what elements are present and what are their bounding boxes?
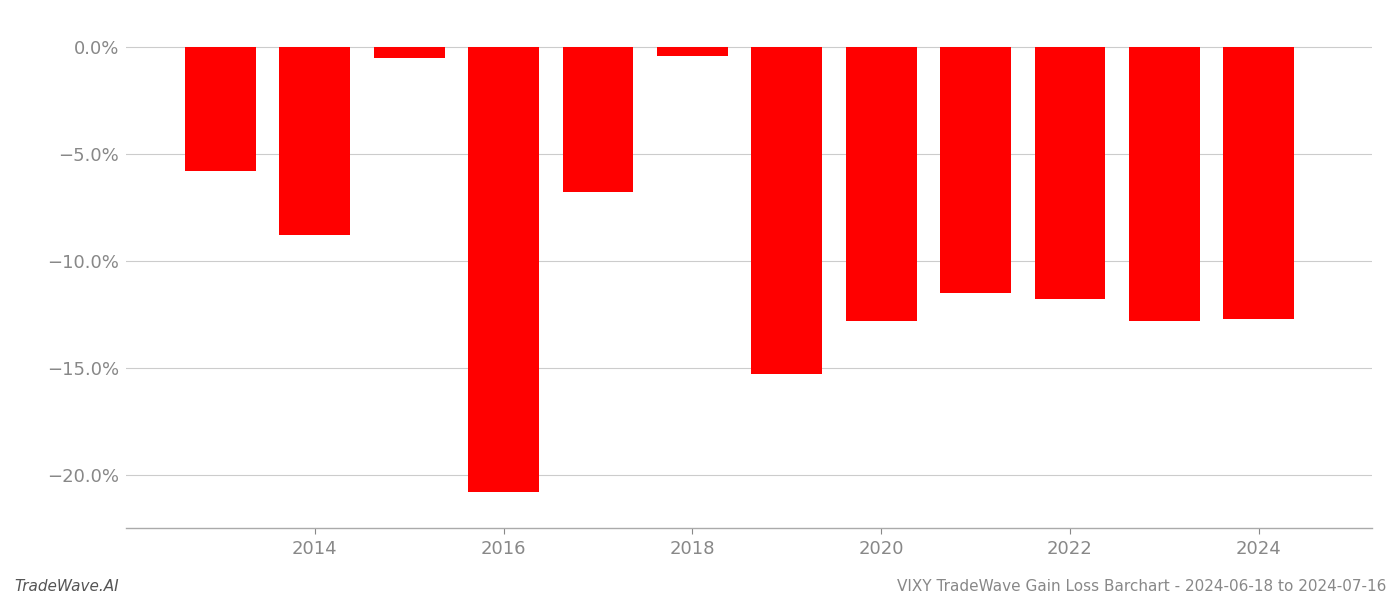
Bar <box>941 47 1011 293</box>
Bar <box>280 47 350 235</box>
Bar <box>185 47 256 171</box>
Bar <box>1035 47 1106 299</box>
Bar <box>752 47 822 374</box>
Text: TradeWave.AI: TradeWave.AI <box>14 579 119 594</box>
Bar <box>468 47 539 491</box>
Bar <box>657 47 728 56</box>
Bar <box>1224 47 1294 319</box>
Bar <box>563 47 633 193</box>
Text: VIXY TradeWave Gain Loss Barchart - 2024-06-18 to 2024-07-16: VIXY TradeWave Gain Loss Barchart - 2024… <box>896 579 1386 594</box>
Bar <box>374 47 445 58</box>
Bar <box>1128 47 1200 320</box>
Bar <box>846 47 917 320</box>
